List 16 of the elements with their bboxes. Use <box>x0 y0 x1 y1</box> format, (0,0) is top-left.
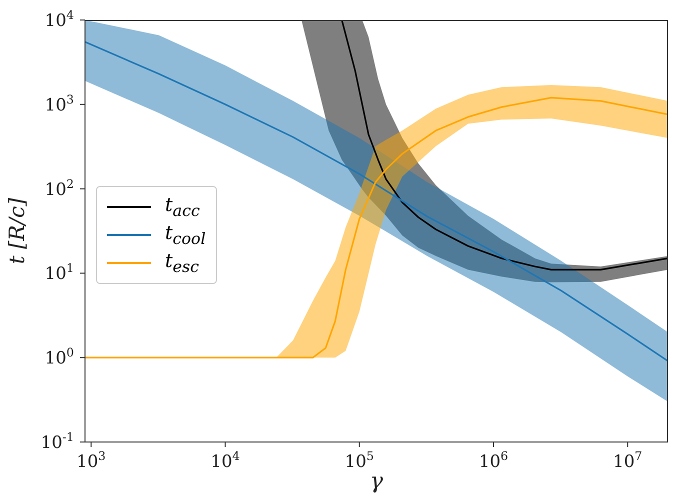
x-tick-label: 10$^{7}$ <box>613 449 642 472</box>
legend-label: t$_{acc}$ <box>165 194 200 220</box>
x-tick-label: 10$^{4}$ <box>210 449 240 472</box>
x-axis-title: γ <box>370 469 384 494</box>
y-axis-title: t [R/c] <box>5 197 29 264</box>
x-tick-label: 10$^{6}$ <box>478 449 508 472</box>
legend-label: t$_{cool}$ <box>165 222 206 248</box>
legend-label: t$_{esc}$ <box>165 250 199 276</box>
y-tick-label: 10$^{1}$ <box>44 261 74 284</box>
x-tick-label: 10$^{3}$ <box>76 449 106 472</box>
y-tick-label: 10$^{0}$ <box>44 346 74 369</box>
x-tick-label: 10$^{5}$ <box>344 449 374 472</box>
y-tick-label: 10$^{2}$ <box>44 176 74 200</box>
y-tick-label: 10$^{4}$ <box>44 8 74 31</box>
y-tick-label: 10$^{-1}$ <box>40 430 74 453</box>
y-tick-label: 10$^{3}$ <box>44 92 74 116</box>
